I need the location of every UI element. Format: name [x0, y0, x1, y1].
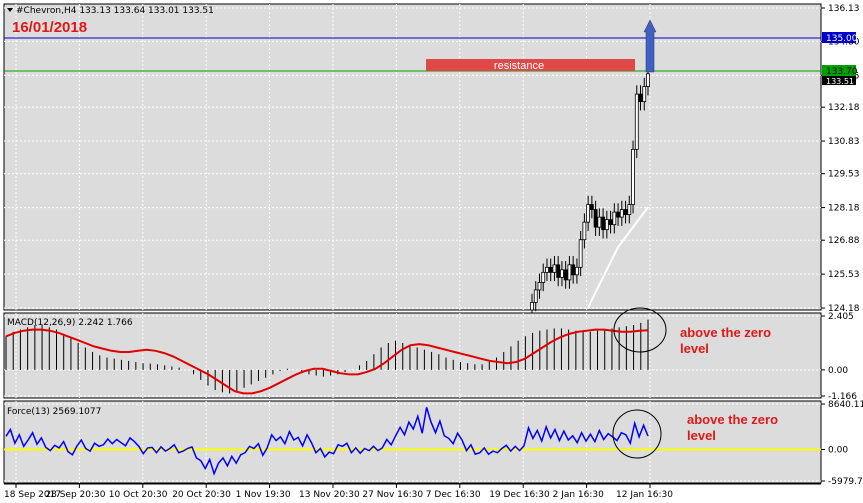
force-note-line1: above the zero [687, 412, 778, 427]
date-label: 16/01/2018 [12, 19, 87, 36]
macd-note-line1: above the zero [680, 325, 771, 340]
macd-grid [4, 313, 821, 398]
y-tick-label: 129.53 [828, 170, 860, 180]
candle-body [616, 211, 620, 218]
force-y-axis: 8640.113 0.00 -5979.75 [821, 400, 863, 487]
macd-title: MACD(12,26,9) 2.242 1.766 [7, 318, 133, 328]
resistance-price-tag [822, 65, 856, 76]
candle-body [642, 86, 647, 103]
chart-menu-icon[interactable] [7, 8, 13, 12]
x-tick-label: 2 Jan 16:30 [553, 490, 605, 500]
candle-body [567, 264, 572, 281]
y-tick-label: -5979.75 [828, 477, 863, 487]
candle-body [646, 73, 650, 87]
y-tick-label: 0.00 [828, 446, 848, 456]
macd-highlight-circle [613, 307, 667, 353]
candle-body [578, 239, 583, 268]
y-tick-label: 130.83 [828, 137, 860, 147]
x-tick-label: 13 Nov 20:30 [299, 490, 360, 500]
chart-title: #Chevron,H4 133.13 133.64 133.01 133.51 [16, 6, 214, 16]
candle-body [612, 211, 617, 226]
force-title: Force(13) 2569.1077 [7, 407, 101, 417]
resistance-label: resistance [494, 60, 544, 72]
force-highlight-circle [612, 409, 662, 459]
candle-body [541, 271, 546, 283]
y-tick-label: 126.88 [828, 236, 860, 246]
candle-body [548, 266, 553, 273]
resistance-price-label: 133.70 [826, 67, 858, 77]
candle-body [604, 219, 609, 231]
macd-histogram [5, 319, 649, 394]
y-tick-label: 124.18 [828, 304, 860, 314]
candle-body [631, 148, 635, 205]
candle-body [601, 216, 605, 231]
price-panel-bg [3, 3, 822, 311]
candle-body [589, 204, 594, 210]
x-tick-label: 12 Jan 16:30 [616, 490, 673, 500]
macd-panel-bg [3, 312, 822, 399]
y-tick-label: -1.166 [828, 392, 857, 402]
candle-body [627, 204, 632, 216]
macd-signal-line [5, 328, 649, 395]
candle-body [623, 209, 628, 216]
candle-body [552, 264, 557, 273]
current-price-tag [822, 76, 856, 85]
candle-body [575, 266, 579, 276]
y-tick-label: 2.405 [828, 312, 854, 322]
price-grid [4, 4, 821, 310]
current-price-label: 133.51 [826, 77, 854, 86]
candle-body [593, 209, 598, 228]
x-tick-label: 7 Dec 16:30 [426, 490, 481, 500]
y-tick-label: 8640.113 [828, 400, 863, 410]
x-tick-label: 19 Dec 16:30 [489, 490, 550, 500]
candle-body [634, 93, 639, 150]
candle-body [563, 269, 568, 281]
x-tick-label: 27 Nov 16:30 [362, 490, 423, 500]
y-tick-label: 125.53 [828, 270, 860, 280]
candle-body [597, 216, 602, 228]
candle-body [638, 93, 643, 103]
candle-body [608, 219, 613, 226]
x-tick-label: 10 Oct 20:30 [109, 490, 168, 500]
force-panel-bg [3, 400, 822, 484]
candle-body [530, 302, 534, 311]
y-tick-label: 136.13 [828, 4, 860, 14]
x-tick-label: 18 Sep 2017 [4, 490, 61, 500]
force-panel: Force(13) 2569.1077 above the zero level… [3, 400, 863, 487]
x-tick-label: 28 Sep 20:30 [45, 490, 105, 500]
y-tick-label: 128.18 [828, 204, 860, 214]
moving-average-line [587, 206, 649, 309]
x-tick-label: 1 Nov 19:30 [236, 490, 291, 500]
candle-body [619, 209, 624, 218]
candle-body [571, 264, 576, 276]
y-tick-label: 0.00 [828, 366, 848, 376]
target-price-tag [822, 32, 856, 43]
macd-y-axis: 2.405 0.00 -1.166 [821, 312, 857, 402]
price-y-axis: 136.13134.80133.45132.18130.83129.53128.… [821, 4, 860, 314]
macd-panel: MACD(12,26,9) 2.242 1.766 above the zero… [3, 307, 857, 402]
candle-body [582, 221, 587, 241]
candle-body [545, 266, 549, 273]
force-index-line [5, 407, 649, 476]
target-price-label: 135.00 [826, 34, 858, 44]
candles [530, 64, 650, 319]
price-panel: resistance #Chevron,H4 133.13 133.64 133… [3, 3, 860, 319]
x-tick-label: 20 Oct 20:30 [172, 490, 231, 500]
candle-body [560, 269, 564, 278]
candle-body [556, 264, 561, 278]
macd-note-line2: level [680, 341, 709, 356]
candle-body [586, 204, 591, 223]
resistance-box [426, 59, 635, 71]
candle-body [533, 289, 538, 303]
up-arrow-icon [643, 19, 657, 73]
y-tick-label: 132.18 [828, 103, 860, 113]
candle-body [537, 281, 542, 291]
force-note-line2: level [687, 428, 716, 443]
